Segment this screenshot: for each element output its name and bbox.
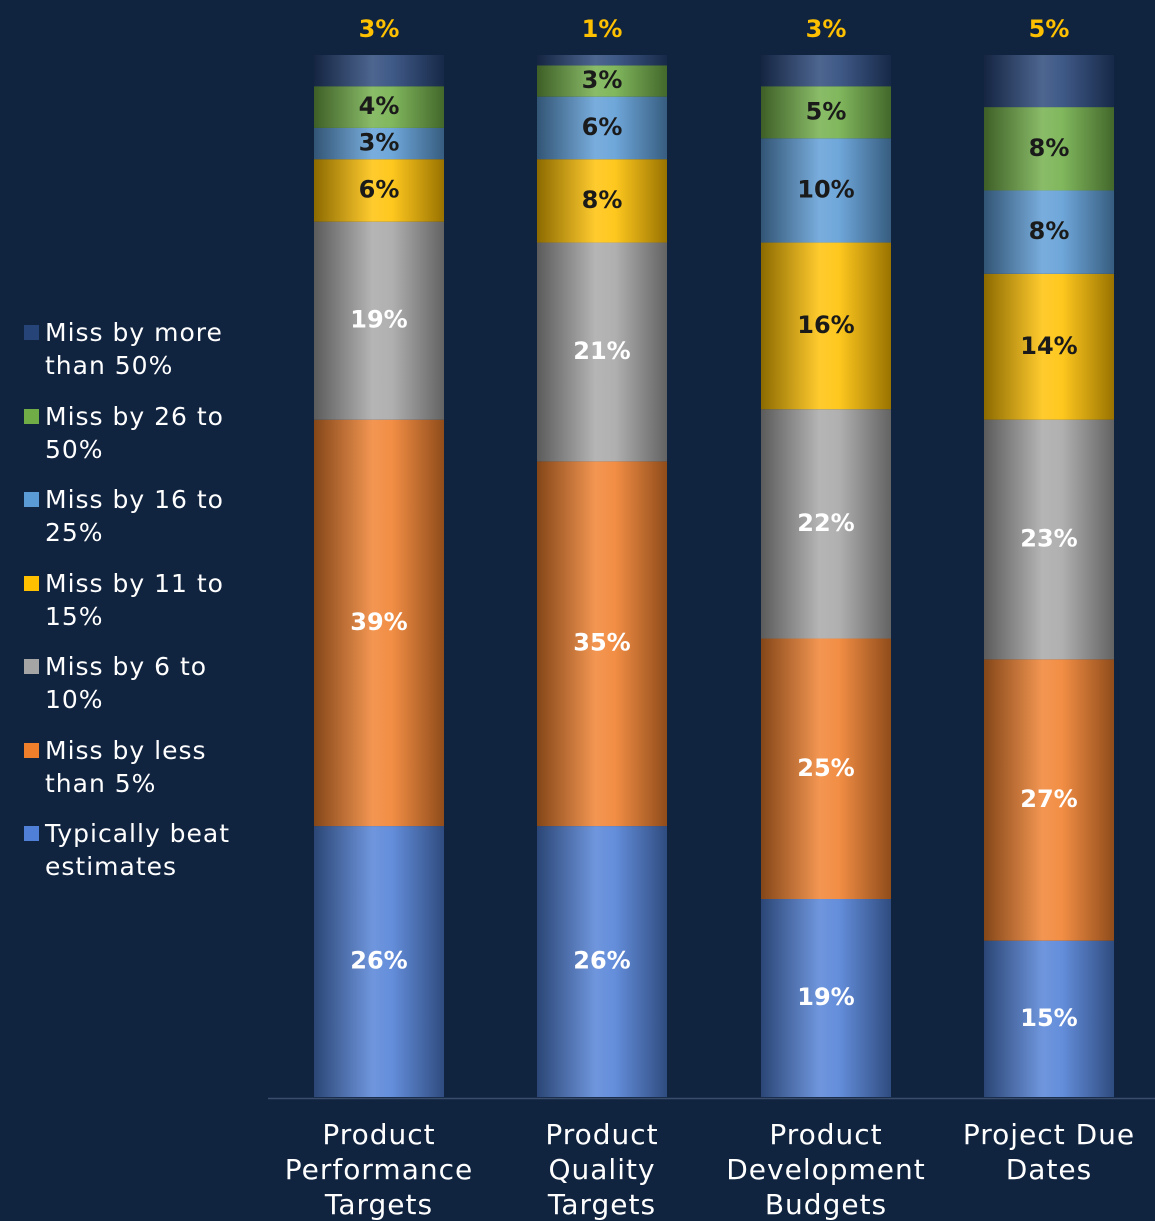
category-label-line: Development bbox=[726, 1153, 926, 1186]
legend-swatch bbox=[24, 408, 39, 424]
category-label-line: Dates bbox=[1006, 1153, 1093, 1186]
legend-item-miss-by-26-to-50pct: Miss by 26 to 50% bbox=[24, 400, 249, 484]
bar-segment-product-performance-targets-miss-by-26-to-50pct bbox=[314, 86, 444, 128]
data-label-product-development-budgets-miss-by-26-to-50pct: 5% bbox=[806, 97, 847, 125]
legend-label: Miss by less than 5% bbox=[45, 735, 207, 798]
category-label-line: Product bbox=[322, 1118, 435, 1151]
data-label-project-due-dates-miss-by-26-to-50pct: 8% bbox=[1029, 134, 1070, 162]
bar-segment-product-quality-targets-miss-by-more-than-50pct bbox=[537, 55, 667, 66]
legend-label: Miss by more than 50% bbox=[45, 318, 223, 380]
legend-label: Miss by 26 to 50% bbox=[45, 401, 224, 464]
bar-segment-product-quality-targets-miss-by-6-to-10pct bbox=[537, 242, 667, 462]
data-label-product-performance-targets-miss-by-more-than-50pct: 3% bbox=[359, 15, 400, 43]
bar-segment-product-development-budgets-miss-by-11-to-15pct bbox=[761, 242, 891, 410]
data-label-project-due-dates-typically-beat-estimates: 15% bbox=[1020, 1004, 1077, 1032]
data-label-product-performance-targets-miss-by-16-to-25pct: 3% bbox=[359, 129, 400, 157]
data-label-project-due-dates-miss-by-16-to-25pct: 8% bbox=[1029, 217, 1070, 245]
bar-segment-product-development-budgets-typically-beat-estimates bbox=[761, 899, 891, 1097]
category-label-line: Performance bbox=[285, 1153, 473, 1186]
bar-segment-product-quality-targets-miss-by-less-than-5pct bbox=[537, 461, 667, 827]
bar-segment-product-quality-targets-miss-by-26-to-50pct bbox=[537, 65, 667, 97]
legend-swatch bbox=[24, 492, 39, 507]
bar-segment-product-development-budgets-miss-by-26-to-50pct bbox=[761, 86, 891, 139]
category-label-project-due-dates: Project Due Dates bbox=[963, 1118, 1135, 1186]
legend-label: Miss by 16 to 25% bbox=[45, 485, 224, 547]
legend-label: Miss by 6 to 10% bbox=[45, 652, 208, 714]
bar-segment-project-due-dates-miss-by-more-than-50pct bbox=[984, 55, 1114, 108]
bar-segment-product-quality-targets-miss-by-16-to-25pct bbox=[537, 96, 667, 160]
bar-segment-product-development-budgets-miss-by-more-than-50pct bbox=[761, 55, 891, 87]
data-label-product-development-budgets-typically-beat-estimates: 19% bbox=[797, 983, 854, 1011]
category-label-line: Project Due bbox=[963, 1118, 1135, 1151]
category-label-line: Targets bbox=[324, 1188, 433, 1221]
bar-segment-project-due-dates-miss-by-16-to-25pct bbox=[984, 190, 1114, 274]
data-label-product-development-budgets-miss-by-more-than-50pct: 3% bbox=[806, 15, 847, 43]
category-label-line: Budgets bbox=[765, 1188, 887, 1221]
bar-segment-product-performance-targets-typically-beat-estimates bbox=[314, 826, 444, 1097]
legend-swatch bbox=[24, 659, 39, 674]
category-label-product-performance-targets: Product Performance Targets bbox=[285, 1118, 473, 1221]
legend: Miss by more than 50% Miss by 26 to 50% Miss… bbox=[24, 316, 249, 901]
bars-group: 26% 39% 19% 6% 3% 4% 3% 26% 35% 21% 8% 6% 3% 1% 19% 25%… bbox=[314, 15, 1114, 1097]
legend-item-miss-by-6-to-10pct: Miss by 6 to 10% bbox=[24, 650, 249, 734]
legend-swatch bbox=[24, 826, 39, 841]
data-label-product-performance-targets-typically-beat-estimates: 26% bbox=[350, 947, 407, 975]
bar-segment-product-performance-targets-miss-by-6-to-10pct bbox=[314, 221, 444, 420]
data-label-project-due-dates-miss-by-11-to-15pct: 14% bbox=[1020, 332, 1077, 360]
legend-label: Miss by 11 to 15% bbox=[45, 568, 224, 631]
category-label-line: Product bbox=[545, 1118, 658, 1151]
data-label-product-quality-targets-typically-beat-estimates: 26% bbox=[573, 947, 630, 975]
bar-segment-product-development-budgets-miss-by-6-to-10pct bbox=[761, 409, 891, 639]
data-label-product-quality-targets-miss-by-26-to-50pct: 3% bbox=[582, 66, 623, 94]
bar-segment-project-due-dates-miss-by-11-to-15pct bbox=[984, 273, 1114, 420]
data-label-project-due-dates-miss-by-less-than-5pct: 27% bbox=[1020, 785, 1077, 813]
bar-segment-product-performance-targets-miss-by-16-to-25pct bbox=[314, 127, 444, 160]
legend-label: Typically beat estimates bbox=[45, 819, 231, 881]
category-label-line: Product bbox=[769, 1118, 882, 1151]
data-label-product-development-budgets-miss-by-less-than-5pct: 25% bbox=[797, 754, 854, 782]
bar-segment-product-performance-targets-miss-by-more-than-50pct bbox=[314, 55, 444, 87]
data-label-project-due-dates-miss-by-6-to-10pct: 23% bbox=[1020, 525, 1077, 553]
category-label-product-development-budgets: Product Development Budgets bbox=[726, 1118, 926, 1221]
bar-segment-product-performance-targets-miss-by-less-than-5pct bbox=[314, 419, 444, 827]
legend-swatch bbox=[24, 325, 39, 340]
bar-segment-project-due-dates-miss-by-6-to-10pct bbox=[984, 419, 1114, 660]
bar-segment-project-due-dates-typically-beat-estimates bbox=[984, 940, 1114, 1097]
data-label-product-performance-targets-miss-by-less-than-5pct: 39% bbox=[350, 608, 407, 636]
category-label-product-quality-targets: Product Quality Targets bbox=[545, 1118, 658, 1221]
data-label-product-quality-targets-miss-by-16-to-25pct: 6% bbox=[582, 113, 623, 141]
legend-item-miss-by-less-than-5pct: Miss by less than 5% bbox=[24, 734, 249, 818]
data-label-product-development-budgets-miss-by-11-to-15pct: 16% bbox=[797, 311, 854, 339]
bar-segment-product-development-budgets-miss-by-less-than-5pct bbox=[761, 638, 891, 900]
data-label-product-performance-targets-miss-by-6-to-10pct: 19% bbox=[350, 306, 407, 334]
bar-segment-project-due-dates-miss-by-26-to-50pct bbox=[984, 107, 1114, 191]
legend-item-miss-by-16-to-25pct: Miss by 16 to 25% bbox=[24, 483, 249, 567]
legend-swatch bbox=[24, 575, 39, 591]
bar-segment-product-performance-targets-miss-by-11-to-15pct bbox=[314, 159, 444, 222]
data-label-project-due-dates-miss-by-more-than-50pct: 5% bbox=[1029, 15, 1070, 43]
data-label-product-quality-targets-miss-by-6-to-10pct: 21% bbox=[573, 337, 630, 365]
data-label-product-development-budgets-miss-by-6-to-10pct: 22% bbox=[797, 509, 854, 537]
bar-segment-project-due-dates-miss-by-less-than-5pct bbox=[984, 659, 1114, 941]
legend-swatch bbox=[24, 742, 39, 758]
legend-item-miss-by-more-than-50pct: Miss by more than 50% bbox=[24, 316, 249, 400]
data-label-product-quality-targets-miss-by-11-to-15pct: 8% bbox=[582, 186, 623, 214]
data-label-product-development-budgets-miss-by-16-to-25pct: 10% bbox=[797, 175, 854, 203]
legend-item-miss-by-11-to-15pct: Miss by 11 to 15% bbox=[24, 567, 249, 651]
data-label-product-quality-targets-miss-by-more-than-50pct: 1% bbox=[582, 15, 623, 43]
bar-segment-product-quality-targets-miss-by-11-to-15pct bbox=[537, 159, 667, 243]
data-label-product-performance-targets-miss-by-26-to-50pct: 4% bbox=[359, 92, 400, 120]
data-label-product-quality-targets-miss-by-less-than-5pct: 35% bbox=[573, 629, 630, 657]
bar-segment-product-development-budgets-miss-by-16-to-25pct bbox=[761, 138, 891, 243]
category-label-line: Quality bbox=[548, 1153, 655, 1186]
bar-segment-product-quality-targets-typically-beat-estimates bbox=[537, 826, 667, 1097]
legend-item-typically-beat-estimates: Typically beat estimates bbox=[24, 817, 249, 901]
data-label-product-performance-targets-miss-by-11-to-15pct: 6% bbox=[359, 175, 400, 203]
category-label-line: Targets bbox=[547, 1188, 656, 1221]
